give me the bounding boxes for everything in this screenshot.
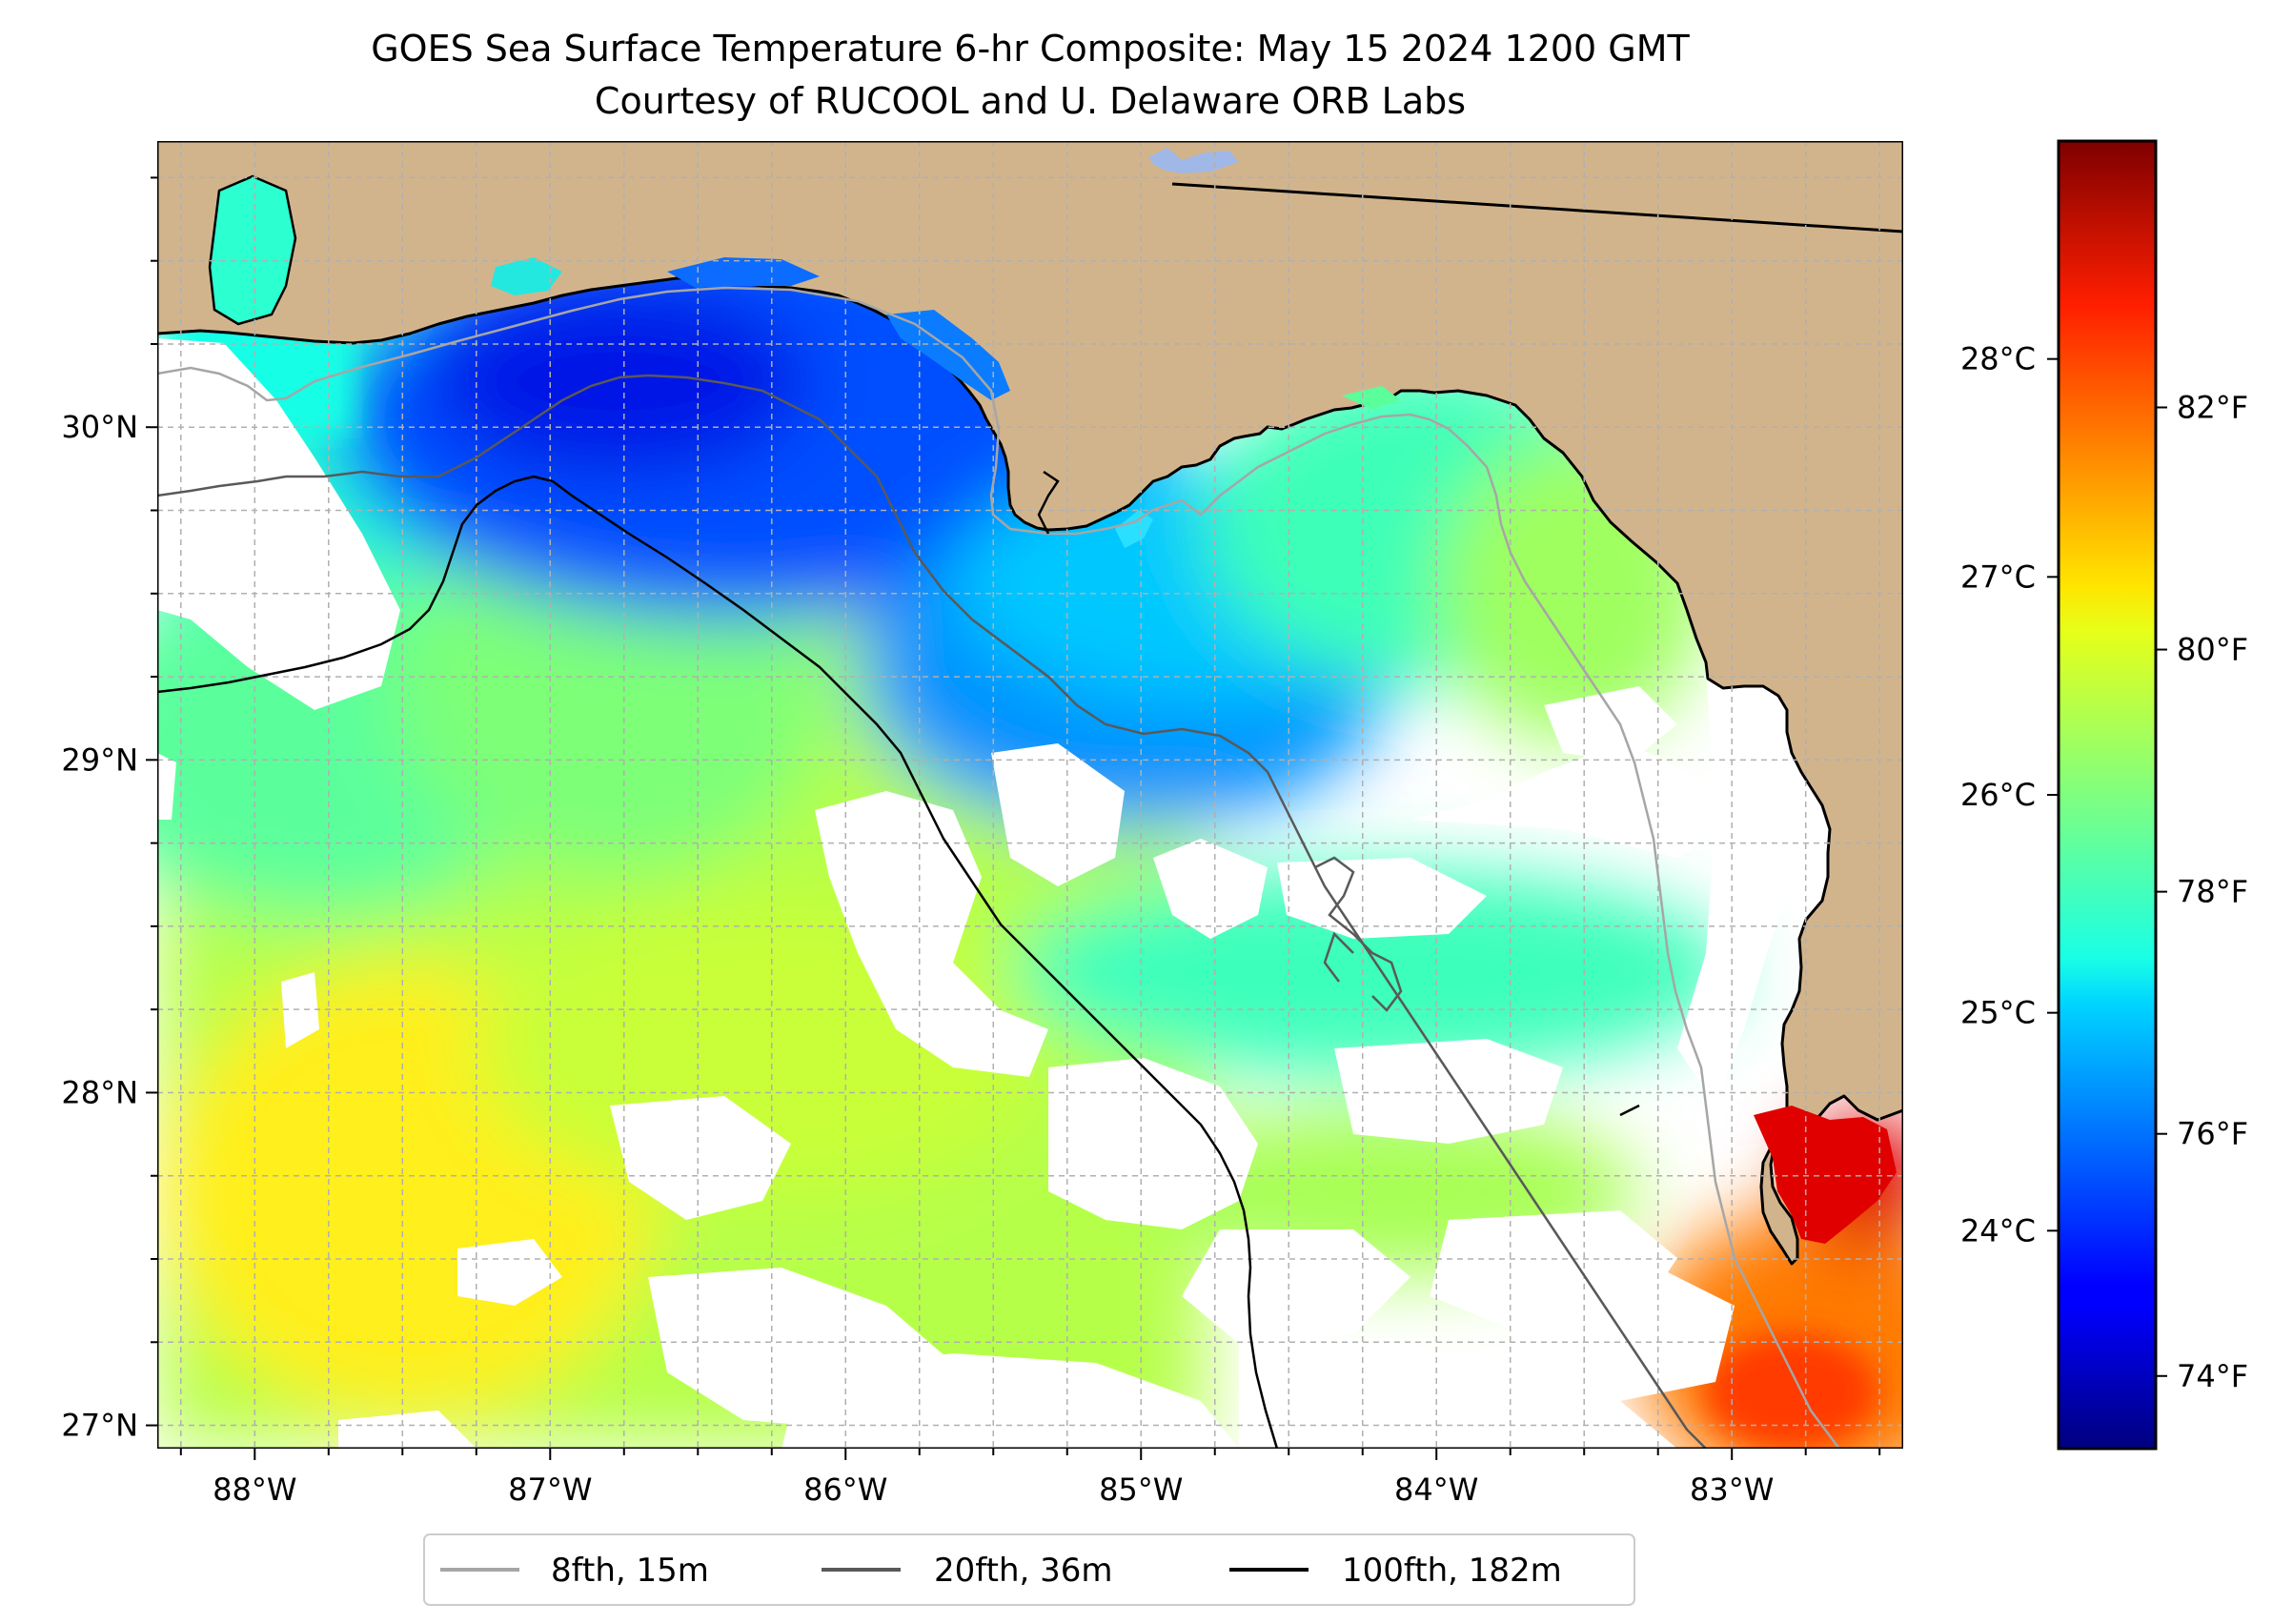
legend-box [423, 1533, 1635, 1606]
colorbar-celsius-label: 27°C [1960, 558, 2036, 595]
legend-label-20fth: 20fth, 36m [934, 1552, 1113, 1590]
x-tick-label: 86°W [803, 1472, 887, 1508]
colorbar: 24°C 25°C 26°C 27°C 28°C 74°F 76°F 78°F 80°F 82°… [1960, 139, 2248, 1451]
land-mass [157, 141, 1903, 1266]
y-tick-label: 30°N [61, 409, 138, 445]
title-line-1: GOES Sea Surface Temperature 6-hr Compos… [371, 28, 1690, 70]
colorbar-fahrenheit-label: 80°F [2177, 632, 2248, 668]
colorbar-celsius-label: 24°C [1960, 1212, 2036, 1248]
isobath-100fth [157, 475, 1279, 1449]
colorbar-celsius-label: 28°C [1960, 341, 2036, 377]
y-axis: 27°N 28°N 29°N 30°N [61, 176, 157, 1444]
y-tick-label: 29°N [61, 741, 138, 778]
estuary-water [208, 174, 1897, 1244]
colorbar-fahrenheit-label: 82°F [2177, 389, 2248, 425]
legend-label-8fth: 8fth, 15m [551, 1552, 709, 1590]
x-tick-label: 84°W [1394, 1472, 1478, 1508]
x-tick-label: 83°W [1690, 1472, 1774, 1508]
colorbar-fahrenheit-label: 74°F [2177, 1358, 2248, 1394]
x-tick-label: 85°W [1099, 1472, 1183, 1508]
y-tick-label: 27°N [61, 1408, 138, 1444]
colorbar-celsius-label: 25°C [1960, 995, 2036, 1031]
isobath-8fth [157, 286, 1840, 1449]
colorbar-celsius-label: 26°C [1960, 777, 2036, 813]
y-tick-label: 28°N [61, 1074, 138, 1110]
title-line-2: Courtesy of RUCOOL and U. Delaware ORB L… [595, 80, 1466, 122]
isobath-20fth [157, 374, 1707, 1449]
legend-label-100fth: 100fth, 182m [1342, 1552, 1562, 1590]
map-panel [157, 141, 1903, 1449]
colorbar-fahrenheit-label: 76°F [2177, 1116, 2248, 1152]
legend: 8fth, 15m 20fth, 36m 100fth, 182m [423, 1533, 1635, 1606]
x-tick-label: 88°W [213, 1472, 296, 1508]
colorbar-fahrenheit-label: 78°F [2177, 874, 2248, 910]
colorbar-celsius-ticks: 24°C 25°C 26°C 27°C 28°C [1960, 341, 2059, 1248]
colorbar-bar [2057, 139, 2158, 1451]
gridlines [157, 141, 1903, 1449]
state-border [1171, 182, 1903, 233]
lake [1148, 148, 1239, 173]
colorbar-fahrenheit-ticks: 74°F 76°F 78°F 80°F 82°F [2156, 389, 2248, 1394]
x-tick-label: 87°W [508, 1472, 592, 1508]
x-axis: 88°W 87°W 86°W 85°W 84°W 83°W [179, 1449, 1881, 1508]
